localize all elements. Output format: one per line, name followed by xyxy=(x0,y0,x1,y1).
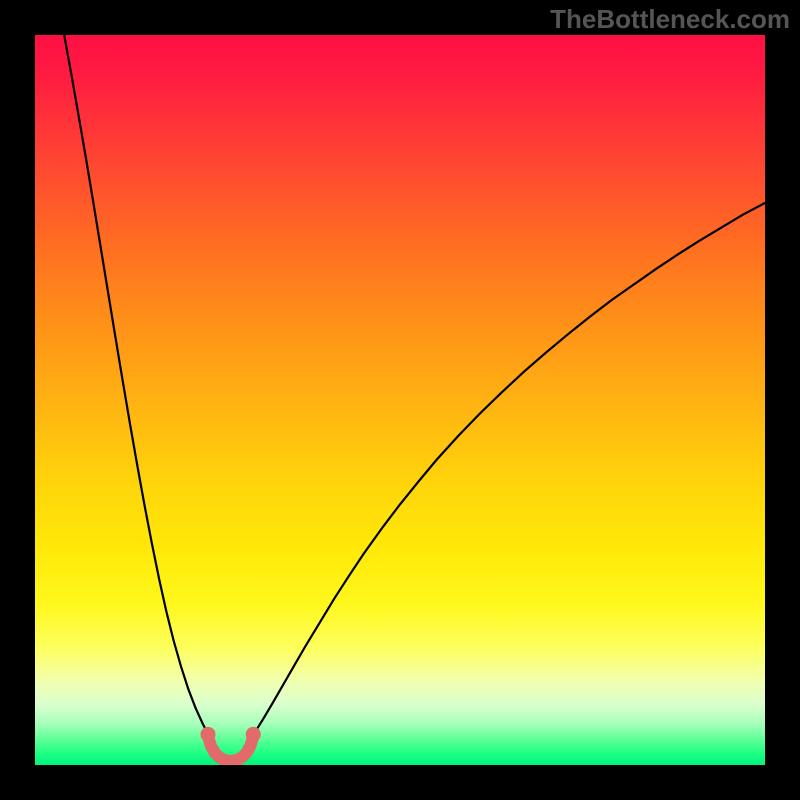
u-glyph-dot-left xyxy=(201,727,216,742)
chart-background xyxy=(35,35,765,765)
u-glyph-dot-right xyxy=(246,727,261,742)
chart-frame xyxy=(35,35,765,765)
chart-plot-area xyxy=(35,35,765,765)
watermark-text: TheBottleneck.com xyxy=(550,4,790,35)
chart-svg xyxy=(35,35,765,765)
